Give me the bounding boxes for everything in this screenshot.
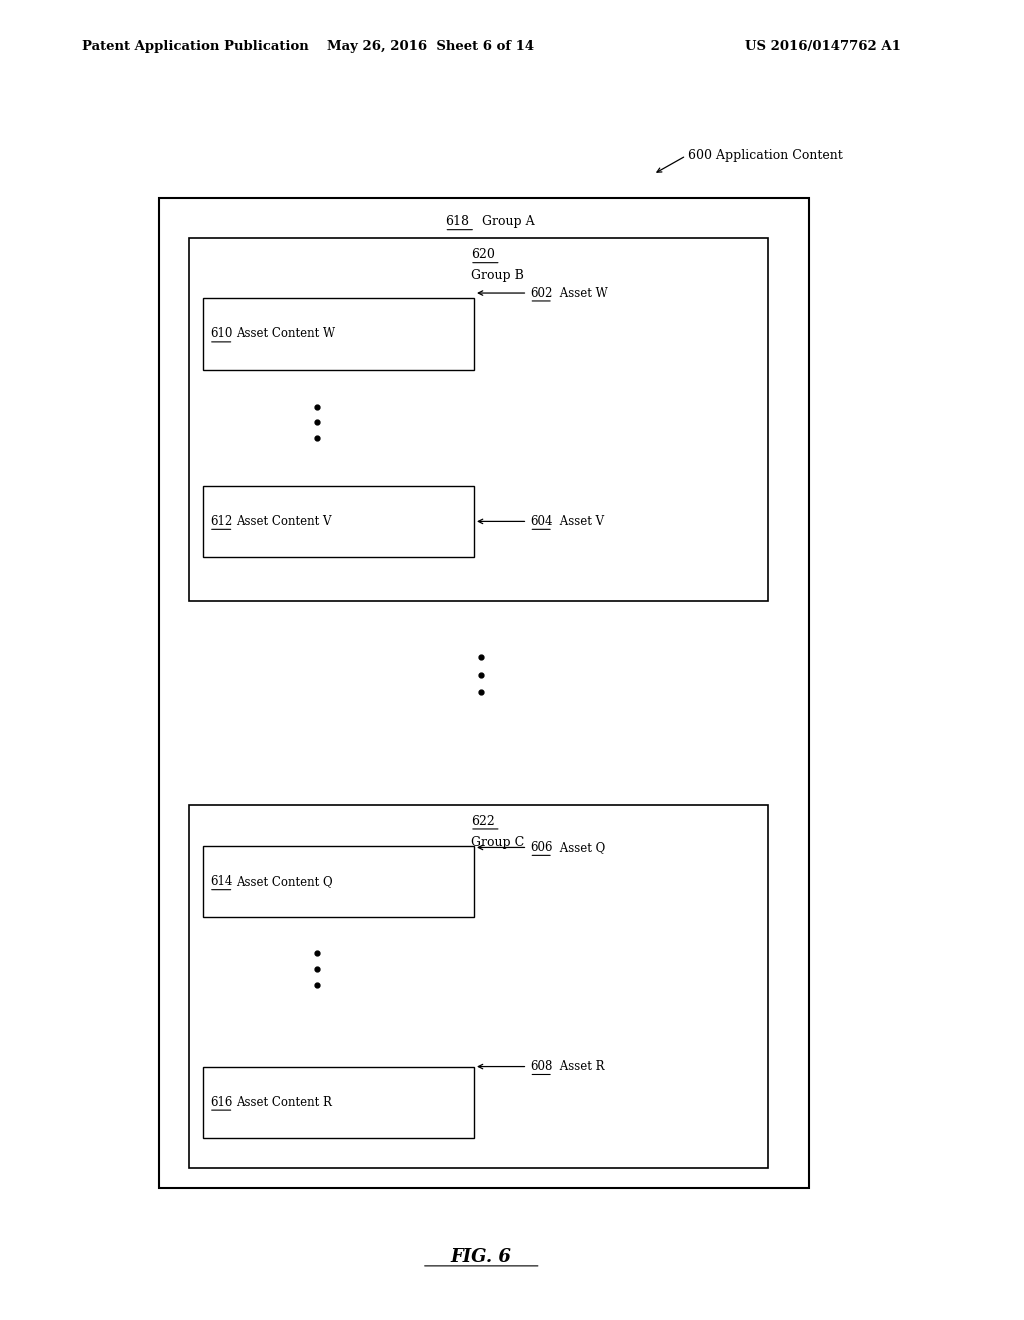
Text: Asset Content V: Asset Content V (237, 515, 332, 528)
Text: Asset V: Asset V (556, 515, 604, 528)
FancyBboxPatch shape (189, 238, 768, 601)
FancyBboxPatch shape (203, 846, 474, 917)
FancyBboxPatch shape (203, 1067, 474, 1138)
Text: US 2016/0147762 A1: US 2016/0147762 A1 (745, 40, 901, 53)
Text: 604: 604 (530, 515, 553, 528)
Text: Group B: Group B (471, 269, 524, 282)
FancyBboxPatch shape (203, 298, 474, 370)
Text: Group C: Group C (471, 836, 524, 849)
Text: Patent Application Publication: Patent Application Publication (82, 40, 308, 53)
FancyBboxPatch shape (203, 486, 474, 557)
Text: 618: 618 (445, 215, 469, 228)
Text: 600 Application Content: 600 Application Content (688, 149, 843, 162)
Text: Asset W: Asset W (556, 286, 608, 300)
Text: 620: 620 (471, 248, 495, 261)
Text: 608: 608 (530, 1060, 553, 1073)
Text: Asset Content R: Asset Content R (237, 1096, 333, 1109)
Text: Asset Content W: Asset Content W (237, 327, 336, 341)
Text: 602: 602 (530, 286, 553, 300)
Text: FIG. 6: FIG. 6 (451, 1247, 512, 1266)
Text: 616: 616 (210, 1096, 232, 1109)
Text: 622: 622 (471, 814, 495, 828)
FancyBboxPatch shape (159, 198, 809, 1188)
Text: Group A: Group A (478, 215, 535, 228)
Text: Asset Content Q: Asset Content Q (237, 875, 333, 888)
Text: 610: 610 (210, 327, 232, 341)
Text: 612: 612 (210, 515, 232, 528)
Text: 614: 614 (210, 875, 232, 888)
Text: Asset Q: Asset Q (556, 841, 605, 854)
Text: 606: 606 (530, 841, 553, 854)
Text: May 26, 2016  Sheet 6 of 14: May 26, 2016 Sheet 6 of 14 (327, 40, 534, 53)
FancyBboxPatch shape (189, 805, 768, 1168)
Text: Asset R: Asset R (556, 1060, 604, 1073)
